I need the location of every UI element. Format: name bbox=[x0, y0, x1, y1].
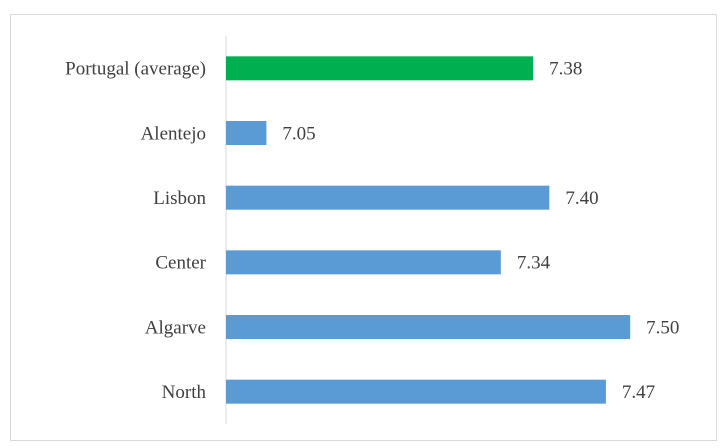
y-tick-label: Portugal (average) bbox=[65, 59, 206, 80]
data-label: 7.38 bbox=[549, 59, 582, 80]
data-label: 7.50 bbox=[646, 317, 679, 338]
bar bbox=[226, 185, 550, 210]
bar bbox=[226, 121, 267, 145]
chart-frame bbox=[10, 14, 717, 441]
bar bbox=[226, 379, 606, 404]
y-tick-label: Algarve bbox=[145, 317, 206, 338]
y-tick-label: Alentejo bbox=[141, 123, 206, 144]
bar bbox=[226, 250, 501, 275]
data-label: 7.40 bbox=[565, 188, 598, 209]
data-label: 7.47 bbox=[622, 382, 655, 403]
data-label: 7.34 bbox=[517, 253, 551, 274]
y-tick-label: Center bbox=[155, 253, 206, 274]
y-tick-label: Lisbon bbox=[153, 188, 206, 209]
data-label: 7.05 bbox=[282, 123, 315, 144]
y-tick-label: North bbox=[162, 382, 207, 403]
bar bbox=[226, 56, 534, 81]
bar bbox=[226, 315, 631, 339]
